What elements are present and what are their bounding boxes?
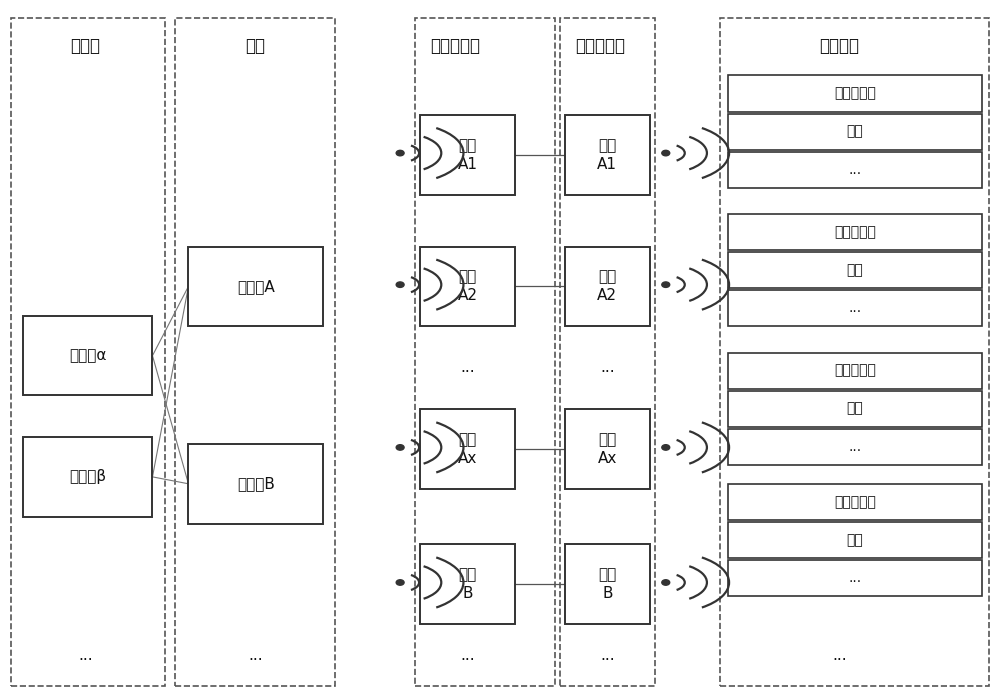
- Circle shape: [662, 282, 670, 287]
- Text: 手机: 手机: [847, 263, 863, 277]
- Text: 笔记本电脑: 笔记本电脑: [834, 87, 876, 101]
- Bar: [188, 444, 323, 523]
- Bar: [23, 316, 152, 396]
- Text: ...: ...: [848, 162, 862, 177]
- Bar: [728, 391, 982, 427]
- Text: 模块
A1: 模块 A1: [458, 138, 478, 171]
- Bar: [420, 246, 515, 326]
- Bar: [420, 115, 515, 194]
- Circle shape: [662, 445, 670, 450]
- Text: ...: ...: [848, 571, 862, 585]
- Bar: [728, 290, 982, 326]
- Text: 手机: 手机: [847, 125, 863, 139]
- Bar: [728, 522, 982, 558]
- Circle shape: [662, 579, 670, 585]
- Text: ...: ...: [460, 648, 475, 663]
- Text: 模块
B: 模块 B: [458, 568, 477, 601]
- Text: 服务器α: 服务器α: [69, 348, 106, 363]
- Text: ...: ...: [832, 648, 847, 663]
- Text: 网页
Ax: 网页 Ax: [598, 432, 617, 466]
- Text: 笔记本电脑: 笔记本电脑: [834, 495, 876, 509]
- Text: 笔记本电脑: 笔记本电脑: [834, 225, 876, 239]
- Bar: [728, 76, 982, 112]
- Bar: [728, 484, 982, 520]
- Bar: [728, 252, 982, 288]
- Circle shape: [396, 282, 404, 287]
- Text: 数据库: 数据库: [71, 37, 101, 55]
- Circle shape: [396, 445, 404, 450]
- Text: 路由器B: 路由器B: [237, 476, 275, 491]
- Bar: [565, 544, 650, 624]
- Text: ...: ...: [78, 648, 93, 663]
- Text: 网关: 网关: [245, 37, 265, 55]
- Bar: [565, 246, 650, 326]
- Bar: [728, 152, 982, 187]
- Text: 终端设备: 终端设备: [820, 37, 860, 55]
- Text: 手机: 手机: [847, 533, 863, 548]
- Text: 传感器节点: 传感器节点: [430, 37, 480, 55]
- Bar: [560, 18, 655, 686]
- Circle shape: [396, 579, 404, 585]
- Bar: [728, 214, 982, 250]
- Text: 网页
B: 网页 B: [598, 568, 616, 601]
- Bar: [728, 353, 982, 389]
- Text: 网页
A2: 网页 A2: [597, 269, 617, 303]
- Text: ...: ...: [600, 648, 615, 663]
- Bar: [565, 409, 650, 489]
- Bar: [728, 560, 982, 596]
- Text: 手机: 手机: [847, 402, 863, 416]
- Text: 网页浏览器: 网页浏览器: [575, 37, 625, 55]
- Bar: [420, 544, 515, 624]
- Circle shape: [396, 151, 404, 156]
- Text: 路由器A: 路由器A: [237, 279, 275, 294]
- Bar: [565, 115, 650, 194]
- Circle shape: [662, 151, 670, 156]
- Text: ...: ...: [248, 648, 263, 663]
- Bar: [720, 18, 989, 686]
- Text: 笔记本电脑: 笔记本电脑: [834, 364, 876, 378]
- Bar: [23, 437, 152, 517]
- Text: 模块
A2: 模块 A2: [458, 269, 478, 303]
- Bar: [415, 18, 555, 686]
- Bar: [728, 114, 982, 150]
- Text: 模块
Ax: 模块 Ax: [458, 432, 477, 466]
- Bar: [11, 18, 165, 686]
- Bar: [728, 429, 982, 465]
- Bar: [188, 246, 323, 326]
- Bar: [175, 18, 335, 686]
- Bar: [420, 409, 515, 489]
- Text: ...: ...: [848, 301, 862, 315]
- Text: ...: ...: [848, 440, 862, 454]
- Text: 网页
A1: 网页 A1: [597, 138, 617, 171]
- Text: 服务器β: 服务器β: [69, 469, 106, 484]
- Text: ...: ...: [460, 360, 475, 375]
- Text: ...: ...: [600, 360, 615, 375]
